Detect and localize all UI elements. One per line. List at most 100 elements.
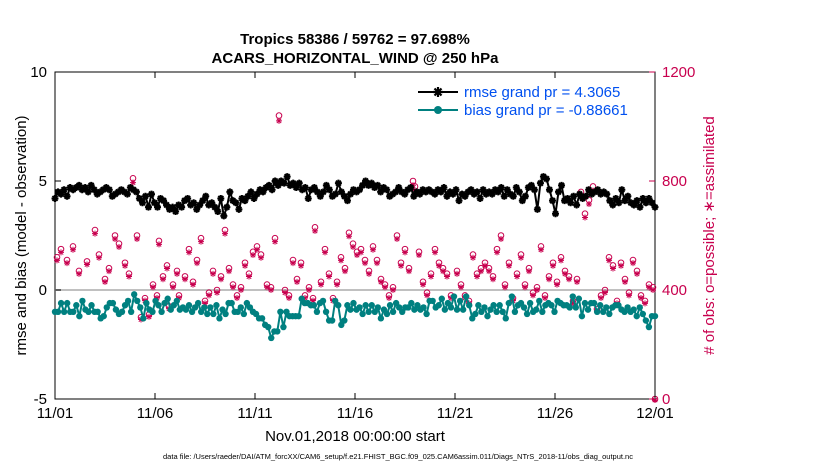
bias-marker [520, 304, 528, 311]
rmse-marker [431, 190, 439, 198]
rmse-marker [440, 184, 448, 192]
y-tick-label: 10 [30, 64, 47, 81]
rmse-marker [452, 186, 460, 194]
bias-marker [423, 310, 430, 318]
obs-assimilated-marker [246, 273, 252, 280]
bias-marker [295, 312, 302, 320]
obs-assimilated-marker [54, 257, 60, 264]
rmse-marker [545, 186, 553, 194]
obs-assimilated-marker [562, 270, 568, 277]
bias-marker [274, 328, 281, 335]
rmse-marker [178, 203, 186, 211]
footer-file-path: data file: /Users/raeder/DAI/ATM_forcXX/… [163, 452, 633, 461]
bias-marker [523, 310, 531, 318]
rmse-marker [99, 186, 107, 194]
obs-assimilated-marker [64, 260, 70, 267]
rmse-marker [166, 205, 174, 213]
bias-marker [441, 306, 449, 313]
bias-marker [164, 295, 171, 302]
rmse-marker [229, 197, 237, 205]
y-tick-label-right: 1200 [662, 64, 695, 81]
bias-marker [511, 308, 519, 315]
rmse-marker [576, 190, 584, 198]
rmse-marker [624, 192, 632, 200]
bias-marker [57, 299, 65, 307]
obs-assimilated-marker [416, 252, 422, 259]
bias-marker [222, 310, 229, 318]
rmse-marker [506, 190, 514, 198]
obs-assimilated-marker [550, 262, 556, 269]
obs-assimilated-marker [610, 265, 616, 272]
bias-marker [137, 304, 144, 311]
rmse-marker [633, 197, 641, 205]
rmse-marker [630, 201, 638, 209]
bias-marker [85, 308, 92, 315]
bias-marker [100, 312, 107, 320]
rmse-marker [615, 199, 623, 207]
bias-marker [472, 310, 479, 318]
rmse-marker [108, 192, 116, 200]
obs-assimilated-marker [630, 260, 636, 267]
bias-marker [575, 295, 583, 302]
obs-assimilated-marker [530, 292, 536, 299]
rmse-marker [114, 188, 122, 196]
bias-marker [277, 308, 284, 315]
rmse-marker [105, 186, 113, 194]
rmse-marker [500, 192, 508, 200]
obs-assimilated-marker [436, 262, 442, 269]
bias-marker [268, 334, 275, 342]
rmse-marker [594, 186, 602, 194]
rmse-marker [90, 186, 98, 194]
rmse-marker [141, 192, 149, 200]
obs-assimilated-marker [326, 273, 332, 280]
bias-marker [70, 308, 77, 315]
bias-marker [569, 293, 576, 300]
rmse-marker [265, 181, 273, 189]
rmse-marker [636, 203, 644, 211]
legend-bias-label: bias grand pr = -0.88661 [464, 102, 628, 119]
obs-assimilated-marker [310, 297, 316, 304]
rmse-marker [539, 173, 547, 181]
y-tick-label: -5 [34, 391, 47, 408]
rmse-marker [268, 186, 276, 194]
rmse-marker [419, 186, 427, 194]
bias-marker [237, 304, 244, 311]
rmse-marker [244, 192, 252, 200]
obs-assimilated-marker [498, 235, 504, 242]
bias-marker [462, 293, 470, 300]
rmse-marker [386, 192, 394, 200]
rmse-marker [524, 184, 532, 192]
bias-marker [140, 315, 147, 322]
rmse-marker [536, 179, 544, 187]
obs-assimilated-marker [350, 244, 356, 251]
rmse-marker [362, 177, 370, 185]
bias-marker [408, 299, 415, 307]
rmse-marker [509, 192, 517, 200]
obs-assimilated-marker [230, 284, 236, 291]
bias-marker [134, 297, 141, 305]
obs-assimilated-marker [370, 246, 376, 253]
obs-assimilated-marker [214, 289, 220, 296]
obs-assimilated-marker [346, 233, 352, 240]
bias-marker [386, 302, 394, 309]
obs-assimilated-marker [258, 254, 264, 261]
obs-assimilated-marker [470, 254, 476, 261]
obs-assimilated-marker [390, 286, 396, 293]
obs-assimilated-marker [206, 292, 212, 299]
rmse-marker [564, 194, 572, 202]
chart-title: Tropics 58386 / 59762 = 97.698% [240, 31, 470, 48]
obs-assimilated-marker [458, 284, 464, 291]
bias-marker [539, 308, 546, 315]
bias-marker [493, 308, 500, 315]
bias-marker [420, 304, 427, 311]
bias-marker [350, 299, 357, 307]
x-tick-label: 11/26 [537, 405, 573, 422]
bias-marker [359, 310, 366, 318]
rmse-marker [81, 184, 89, 192]
y-tick-label-right: 0 [662, 391, 670, 408]
obs-assimilated-marker [174, 270, 180, 277]
bias-marker [264, 323, 272, 331]
bias-marker [109, 299, 117, 307]
obs-assimilated-marker [286, 295, 292, 302]
obs-assimilated-marker [242, 262, 248, 269]
